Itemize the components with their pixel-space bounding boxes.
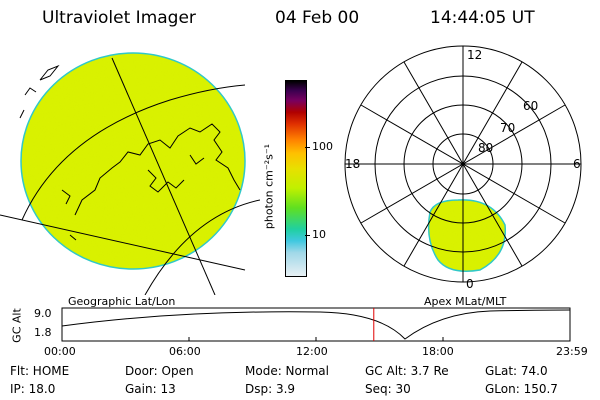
polar-plot: 12 18 6 0 60 70 80 [344, 45, 582, 290]
magnetic-panel-label: Apex MLat/MLT [424, 295, 507, 308]
mlt-spoke [360, 104, 566, 224]
info-mode: Mode: Normal [245, 364, 329, 378]
color-bar-unit-label: photon cm⁻²s⁻¹ [262, 143, 276, 230]
time-tick-label-3: 18:00 [422, 345, 454, 358]
altitude-ymax-label: 9.0 [34, 307, 52, 320]
info-glat: GLat: 74.0 [485, 364, 548, 378]
info-flight: Flt: HOME [10, 364, 70, 378]
info-door: Door: Open [125, 364, 194, 378]
time-label: 14:44:05 UT [430, 8, 535, 28]
coastline [69, 234, 77, 241]
time-tick-label-2: 12:00 [296, 345, 328, 358]
color-bar-tick [305, 147, 310, 148]
mlt-label-12: 12 [467, 48, 482, 62]
color-bar-tick-label-10: 10 [312, 228, 326, 241]
latitude-circle [21, 84, 246, 221]
color-bar-tick-label-100: 100 [312, 140, 333, 153]
time-tick-label-1: 06:00 [169, 345, 201, 358]
altitude-curve [61, 309, 571, 340]
color-bar [285, 80, 307, 277]
longitude-line [111, 57, 216, 295]
coastline [147, 169, 185, 193]
time-tick-label-4: 23:59 [556, 345, 588, 358]
longitude-line [0, 214, 246, 271]
info-gc-altitude: GC Alt: 3.7 Re [365, 364, 449, 378]
info-sequence: Seq: 30 [365, 382, 411, 396]
info-ip: IP: 18.0 [10, 382, 56, 396]
info-glon: GLon: 150.7 [485, 382, 558, 396]
color-bar-tick [305, 235, 310, 236]
mlt-label-18: 18 [345, 157, 360, 171]
mlt-label-6: 6 [573, 157, 581, 171]
altitude-plot-frame [61, 307, 571, 342]
date-label: 04 Feb 00 [275, 8, 360, 28]
latitude-circle [144, 199, 260, 295]
coastline [19, 64, 60, 119]
mlt-label-0: 0 [466, 277, 474, 290]
lat-label-80: 80 [478, 141, 493, 155]
time-tick-label-0: 00:00 [44, 345, 76, 358]
coastline [61, 189, 71, 205]
lat-label-60: 60 [523, 99, 538, 113]
instrument-title: Ultraviolet Imager [42, 8, 196, 28]
altitude-ymin-label: 1.8 [34, 326, 52, 339]
coastline [74, 123, 241, 216]
coastline [189, 154, 205, 165]
info-dsp: Dsp: 3.9 [245, 382, 296, 396]
altitude-ylabel: GC Alt [10, 308, 24, 343]
geographic-image [0, 52, 260, 295]
altitude-plot [61, 307, 571, 342]
lat-label-70: 70 [500, 121, 515, 135]
info-gain: Gain: 13 [125, 382, 176, 396]
geographic-panel-label: Geographic Lat/Lon [68, 295, 176, 308]
